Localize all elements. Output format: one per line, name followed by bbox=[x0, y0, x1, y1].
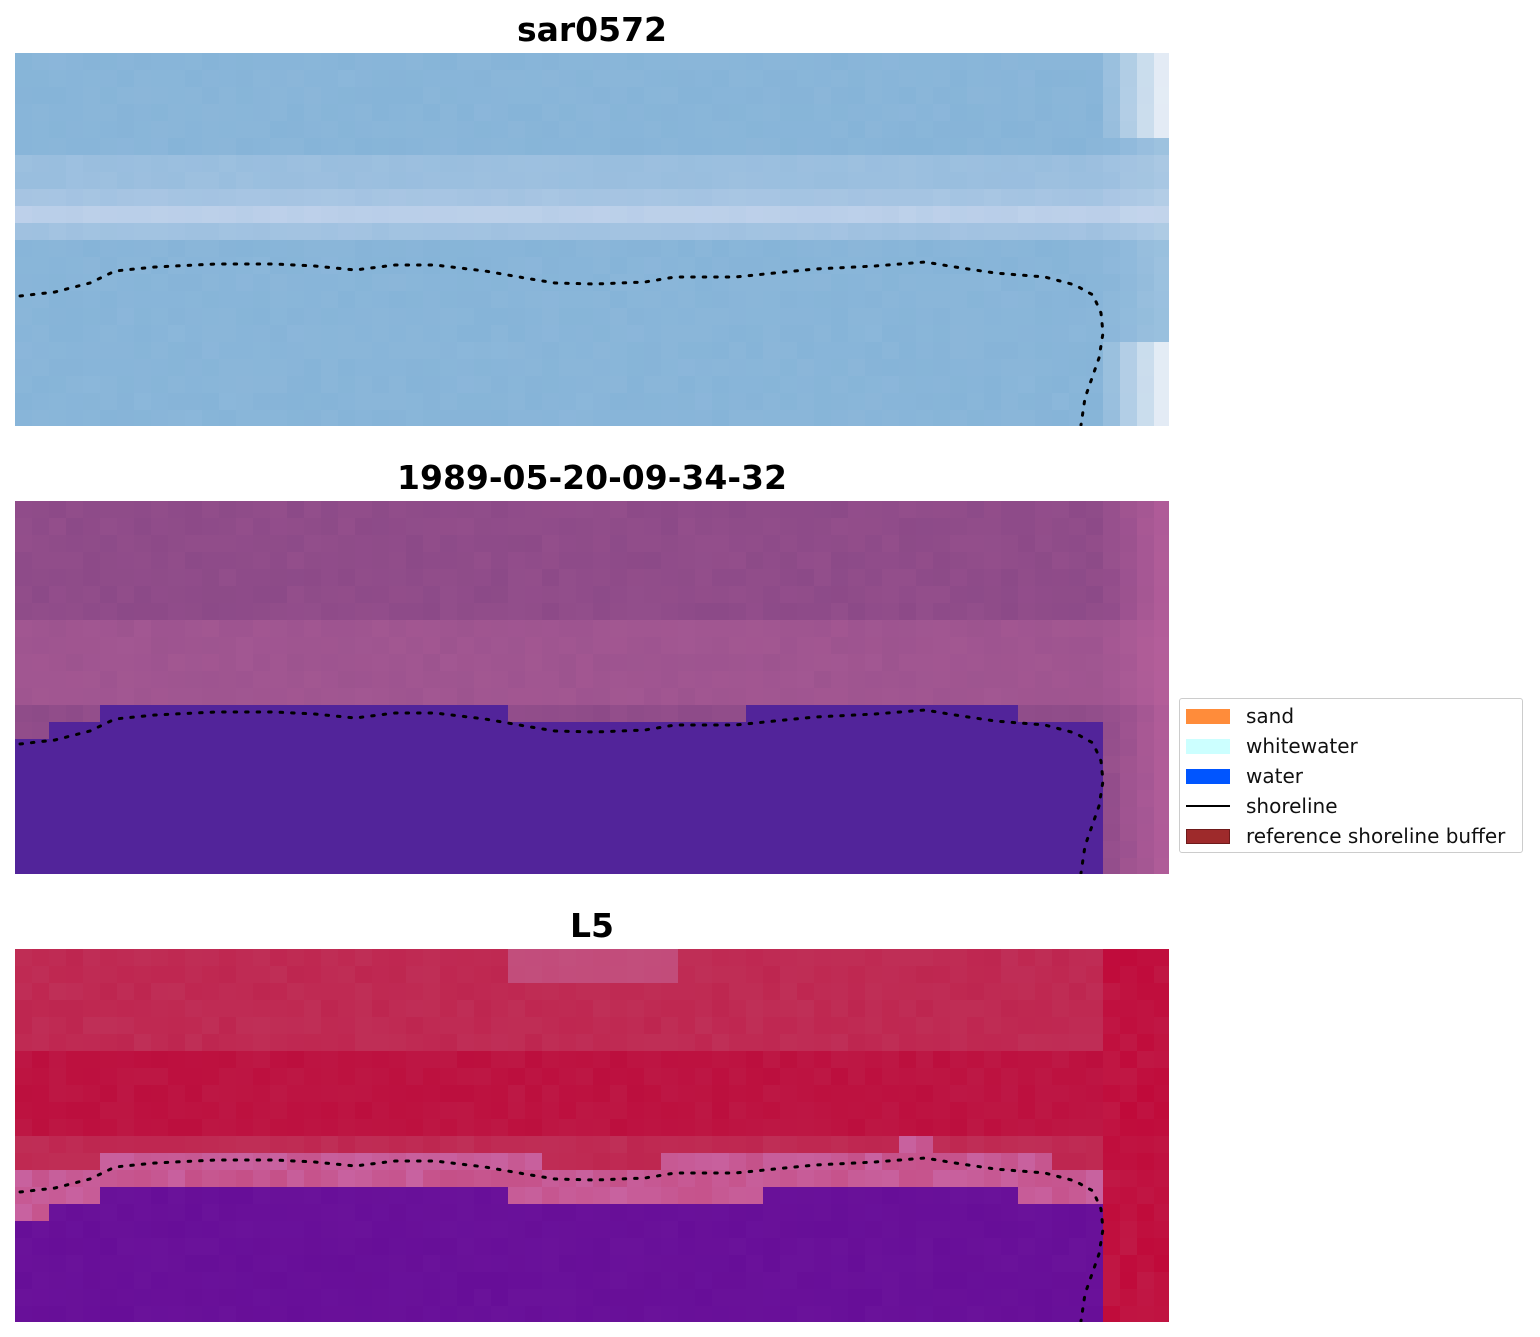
legend-item-water: water bbox=[1186, 761, 1303, 791]
legend-swatch-shoreline bbox=[1186, 805, 1230, 807]
legend-swatch-sand bbox=[1186, 708, 1230, 724]
legend-item-reference-buffer: reference shoreline buffer bbox=[1186, 821, 1505, 851]
raster-pixels bbox=[15, 53, 1169, 426]
shoreline-line bbox=[18, 1156, 1105, 1322]
raster-pixels bbox=[15, 501, 1169, 874]
panel-classified-image bbox=[15, 501, 1169, 874]
legend: sand whitewater water shoreline referenc… bbox=[1179, 698, 1523, 853]
panel-title-sar: sar0572 bbox=[516, 10, 668, 49]
legend-label-sand: sand bbox=[1246, 704, 1295, 728]
shoreline-line bbox=[18, 260, 1105, 426]
legend-label-whitewater: whitewater bbox=[1246, 734, 1358, 758]
legend-swatch-whitewater bbox=[1186, 738, 1230, 754]
shoreline-line bbox=[18, 708, 1105, 874]
legend-label-water: water bbox=[1246, 764, 1303, 788]
legend-label-shoreline: shoreline bbox=[1246, 794, 1338, 818]
panel-index-image bbox=[15, 949, 1169, 1322]
legend-item-sand: sand bbox=[1186, 701, 1294, 731]
panel-title-classified: 1989-05-20-09-34-32 bbox=[397, 458, 787, 497]
legend-item-shoreline: shoreline bbox=[1186, 791, 1338, 821]
legend-item-whitewater: whitewater bbox=[1186, 731, 1358, 761]
legend-swatch-water bbox=[1186, 768, 1230, 784]
panel-sar-image bbox=[15, 53, 1169, 426]
legend-swatch-reference-buffer bbox=[1186, 828, 1230, 844]
legend-label-reference-buffer: reference shoreline buffer bbox=[1246, 824, 1506, 848]
raster-pixels bbox=[15, 949, 1169, 1322]
panel-title-index: L5 bbox=[570, 906, 614, 945]
